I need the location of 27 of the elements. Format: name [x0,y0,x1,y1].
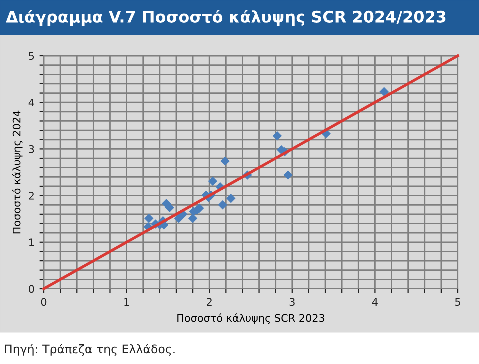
point [220,156,230,166]
x-tick-label: 0 [41,298,47,306]
y-axis-title: Ποσοστό κάλυψης 2024 [12,110,23,234]
point [226,194,236,204]
point [144,214,154,224]
point [272,132,282,141]
x-tick-label: 5 [455,298,460,306]
y-tick-label: 3 [29,145,34,154]
point [188,214,198,224]
y-tick-label: 0 [29,285,34,294]
x-axis-title: Ποσοστό κάλυψης SCR 2023 [178,314,325,324]
y-tick-label: 4 [28,98,34,107]
y-tick-label: 2 [29,192,34,200]
point [174,214,184,224]
point [218,200,228,210]
x-tick-label: 4 [372,298,378,306]
point [284,170,293,180]
x-tick-label: 1 [124,298,130,306]
chart-title: Διάγραμμα V.7 Ποσοστό κάλυψης SCR 2024/2023 [6,10,446,26]
point [208,176,218,186]
text: Πηγή: Τράπεζα της Ελλάδος. [5,344,175,356]
point [165,203,174,213]
x-tick-label: 2 [207,298,212,306]
y-tick-label: 5 [29,52,34,60]
point [380,87,389,96]
x-tick-label: 3 [290,298,295,306]
y-tick-label: 1 [29,238,34,246]
